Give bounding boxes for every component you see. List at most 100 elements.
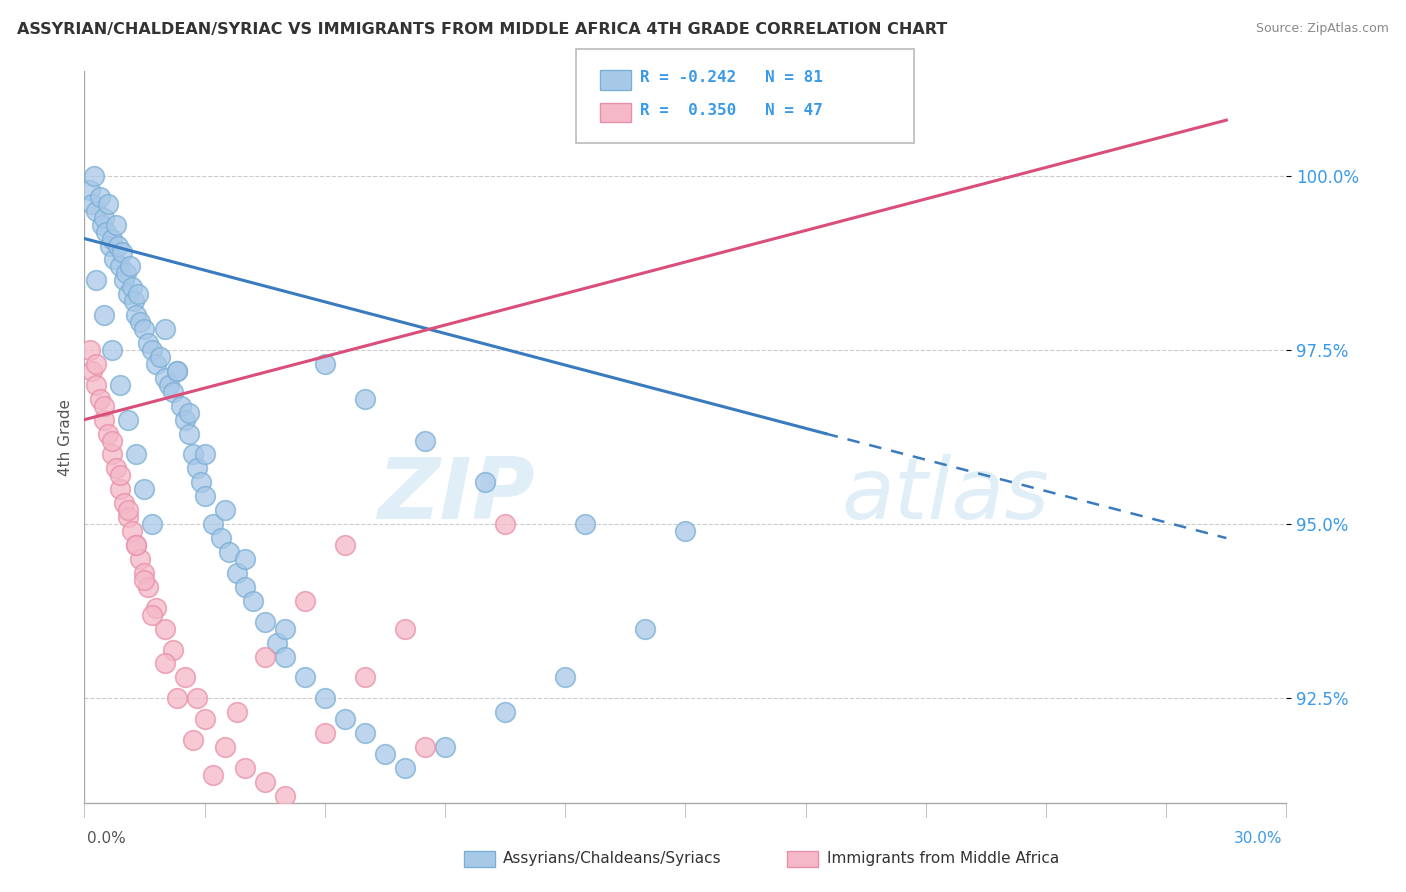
- Text: Source: ZipAtlas.com: Source: ZipAtlas.com: [1256, 22, 1389, 36]
- Point: [354, 726, 377, 740]
- Point: [274, 789, 297, 803]
- Point: [89, 190, 111, 204]
- Point: [134, 573, 156, 587]
- Point: [100, 238, 122, 252]
- Point: [134, 322, 156, 336]
- Point: [214, 740, 236, 755]
- Point: [153, 657, 176, 671]
- Point: [93, 308, 115, 322]
- Point: [121, 280, 143, 294]
- Point: [149, 350, 172, 364]
- Point: [93, 399, 115, 413]
- Point: [141, 607, 163, 622]
- Point: [177, 406, 200, 420]
- Text: 30.0%: 30.0%: [1234, 831, 1282, 846]
- Text: Assyrians/Chaldeans/Syriacs: Assyrians/Chaldeans/Syriacs: [503, 851, 721, 865]
- Point: [138, 580, 160, 594]
- Point: [101, 343, 124, 357]
- Text: R =  0.350   N = 47: R = 0.350 N = 47: [640, 103, 823, 118]
- Point: [138, 336, 160, 351]
- Point: [194, 489, 217, 503]
- Point: [333, 538, 356, 552]
- Point: [145, 600, 167, 615]
- Point: [253, 775, 276, 789]
- Point: [354, 670, 377, 684]
- Point: [134, 483, 156, 497]
- Point: [434, 740, 457, 755]
- Point: [209, 531, 232, 545]
- Point: [103, 252, 125, 267]
- Point: [153, 322, 176, 336]
- Point: [141, 517, 163, 532]
- Point: [101, 231, 124, 245]
- Point: [105, 218, 128, 232]
- Point: [186, 461, 208, 475]
- Point: [634, 622, 657, 636]
- Point: [153, 622, 176, 636]
- Point: [86, 273, 108, 287]
- Point: [96, 225, 118, 239]
- Point: [91, 218, 114, 232]
- Point: [157, 377, 180, 392]
- Text: ASSYRIAN/CHALDEAN/SYRIAC VS IMMIGRANTS FROM MIDDLE AFRICA 4TH GRADE CORRELATION : ASSYRIAN/CHALDEAN/SYRIAC VS IMMIGRANTS F…: [17, 22, 948, 37]
- Point: [117, 287, 139, 301]
- Point: [111, 245, 134, 260]
- Point: [554, 670, 576, 684]
- Point: [82, 364, 104, 378]
- Point: [314, 691, 336, 706]
- Point: [233, 580, 256, 594]
- Point: [181, 733, 204, 747]
- Point: [79, 343, 101, 357]
- Point: [177, 426, 200, 441]
- Point: [294, 594, 316, 608]
- Point: [86, 357, 108, 371]
- Point: [86, 377, 108, 392]
- Point: [110, 260, 132, 274]
- Point: [124, 294, 146, 309]
- Point: [173, 412, 195, 426]
- Point: [474, 475, 496, 490]
- Point: [194, 712, 217, 726]
- Point: [214, 503, 236, 517]
- Text: 0.0%: 0.0%: [87, 831, 127, 846]
- Point: [125, 448, 148, 462]
- Point: [110, 377, 132, 392]
- Point: [117, 412, 139, 426]
- Point: [162, 384, 184, 399]
- Point: [233, 761, 256, 775]
- Point: [181, 448, 204, 462]
- Point: [266, 635, 288, 649]
- Point: [129, 552, 152, 566]
- Point: [97, 196, 120, 211]
- Point: [107, 238, 129, 252]
- Point: [374, 747, 396, 761]
- Point: [314, 726, 336, 740]
- Point: [101, 448, 124, 462]
- Point: [114, 496, 135, 510]
- Point: [82, 196, 104, 211]
- Point: [129, 315, 152, 329]
- Point: [394, 761, 416, 775]
- Point: [233, 552, 256, 566]
- Text: atlas: atlas: [842, 454, 1050, 537]
- Point: [93, 211, 115, 225]
- Point: [127, 287, 149, 301]
- Point: [110, 468, 132, 483]
- Point: [675, 524, 697, 538]
- Point: [253, 649, 276, 664]
- Point: [225, 705, 247, 719]
- Point: [574, 517, 596, 532]
- Point: [186, 691, 208, 706]
- Point: [83, 169, 105, 183]
- Point: [114, 273, 135, 287]
- Point: [93, 412, 115, 426]
- Text: ZIP: ZIP: [378, 454, 536, 537]
- Point: [413, 434, 436, 448]
- Point: [354, 392, 377, 406]
- Point: [89, 392, 111, 406]
- Point: [253, 615, 276, 629]
- Point: [120, 260, 142, 274]
- Point: [314, 357, 336, 371]
- Point: [194, 448, 217, 462]
- Point: [494, 705, 516, 719]
